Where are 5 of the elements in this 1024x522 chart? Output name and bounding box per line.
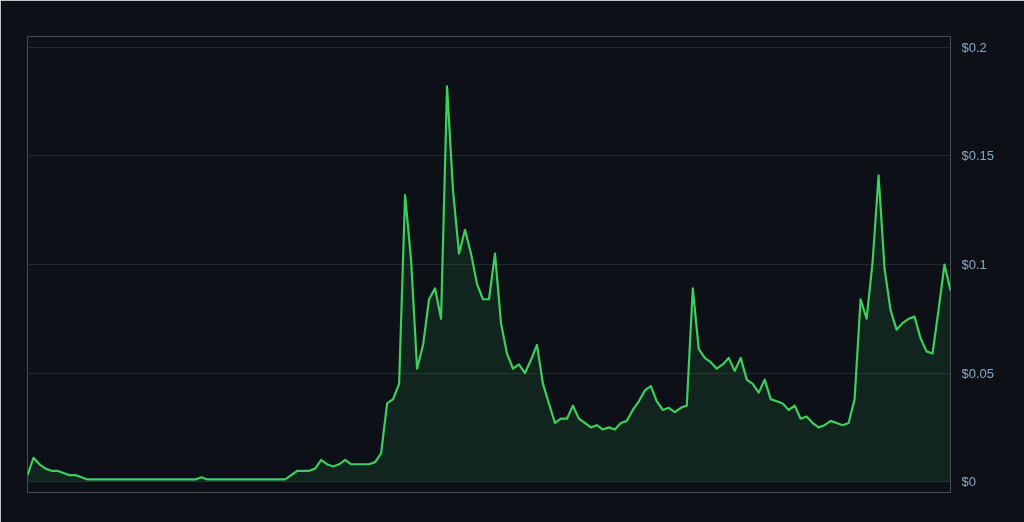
y-tick-label: $0.15 — [961, 148, 995, 164]
y-tick-label: $0.1 — [961, 257, 987, 272]
y-tick-label: $0.2 — [961, 39, 987, 55]
y-tick-label: $0.05 — [961, 365, 995, 381]
y-tick-label: $0 — [961, 474, 976, 490]
